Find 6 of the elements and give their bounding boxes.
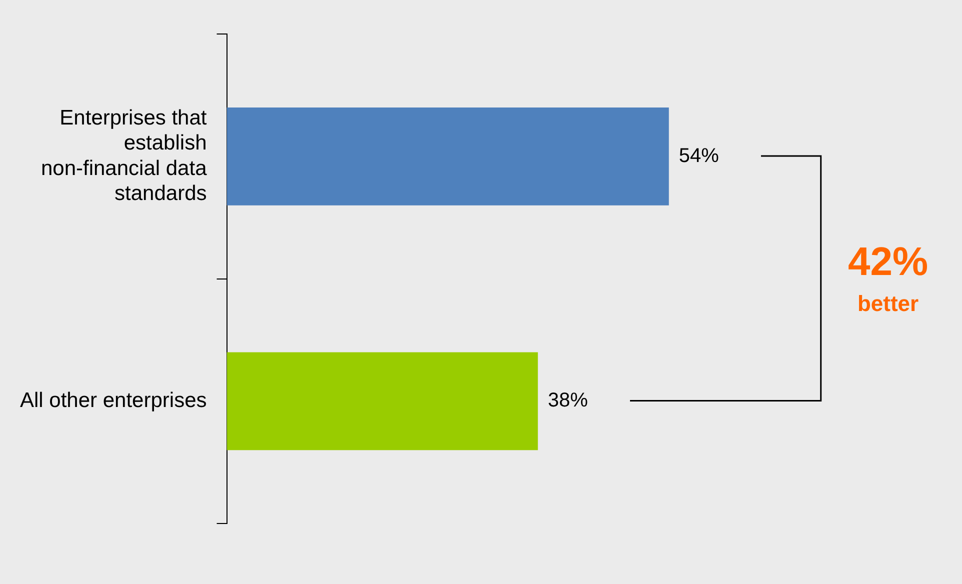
y-tick-label: Enterprises that establish non-financial data standards bbox=[40, 106, 208, 205]
data-label: 54% bbox=[678, 144, 720, 167]
text: 42% bbox=[848, 240, 928, 284]
data-label: 38% bbox=[548, 390, 588, 412]
text: better bbox=[857, 290, 919, 316]
y-tick-label: All other enterprises bbox=[20, 388, 207, 412]
